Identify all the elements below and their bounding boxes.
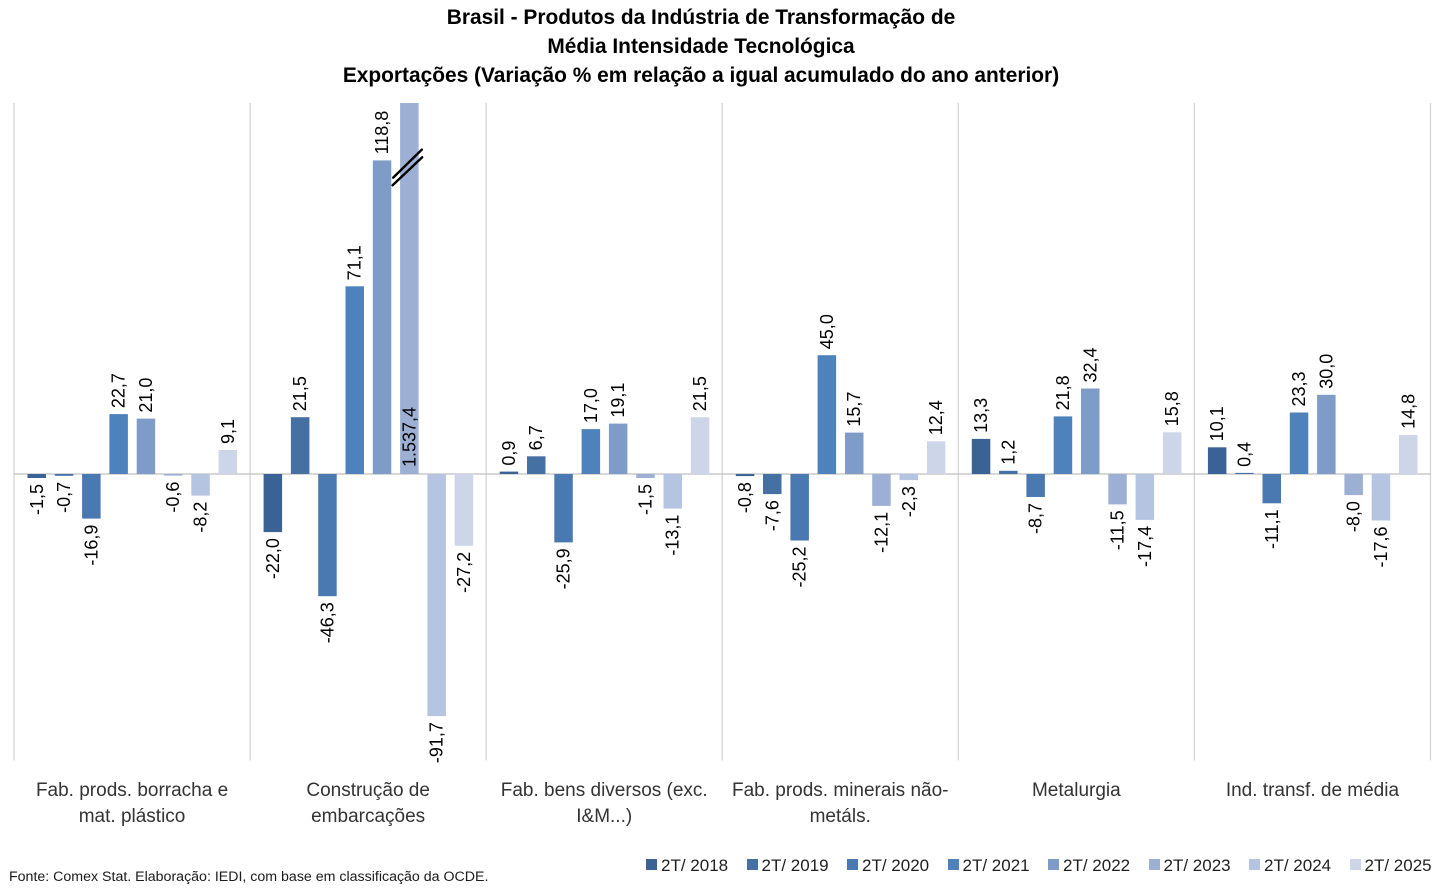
- svg-text:-25,9: -25,9: [554, 548, 574, 589]
- svg-text:118,8: 118,8: [372, 111, 392, 155]
- svg-text:-16,9: -16,9: [81, 525, 101, 566]
- svg-text:-0,6: -0,6: [163, 482, 183, 513]
- svg-text:19,1: 19,1: [608, 383, 628, 418]
- svg-text:21,5: 21,5: [690, 376, 710, 411]
- svg-text:23,3: 23,3: [1289, 371, 1309, 406]
- svg-text:-0,8: -0,8: [735, 482, 755, 513]
- svg-text:30,0: 30,0: [1316, 354, 1336, 389]
- svg-text:-2,3: -2,3: [899, 486, 919, 517]
- svg-text:-1,5: -1,5: [27, 484, 47, 515]
- svg-text:-8,2: -8,2: [191, 502, 211, 533]
- svg-text:32,4: 32,4: [1080, 347, 1100, 382]
- svg-text:15,7: 15,7: [844, 392, 864, 427]
- svg-text:10,1: 10,1: [1207, 406, 1227, 441]
- svg-text:45,0: 45,0: [817, 314, 837, 349]
- svg-text:-46,3: -46,3: [317, 602, 337, 643]
- svg-text:-13,1: -13,1: [663, 515, 683, 556]
- svg-text:-7,6: -7,6: [762, 500, 782, 531]
- svg-text:-12,1: -12,1: [872, 512, 892, 553]
- svg-text:0,4: 0,4: [1235, 442, 1255, 467]
- svg-text:14,8: 14,8: [1398, 394, 1418, 429]
- svg-text:1,2: 1,2: [998, 440, 1018, 465]
- svg-text:71,1: 71,1: [345, 245, 365, 280]
- svg-text:-8,0: -8,0: [1344, 501, 1364, 532]
- svg-text:0,9: 0,9: [499, 441, 519, 466]
- svg-text:12,4: 12,4: [926, 400, 946, 435]
- svg-text:-17,6: -17,6: [1371, 527, 1391, 568]
- svg-text:-1,5: -1,5: [635, 484, 655, 515]
- svg-text:13,3: 13,3: [971, 398, 991, 433]
- svg-text:-8,7: -8,7: [1026, 503, 1046, 534]
- svg-text:17,0: 17,0: [581, 388, 601, 423]
- svg-text:-27,2: -27,2: [454, 552, 474, 593]
- svg-text:1.537,4: 1.537,4: [399, 407, 419, 467]
- svg-text:9,1: 9,1: [218, 419, 238, 444]
- svg-text:6,7: 6,7: [526, 425, 546, 450]
- svg-text:15,8: 15,8: [1162, 391, 1182, 426]
- svg-text:21,5: 21,5: [290, 376, 310, 411]
- svg-text:-22,0: -22,0: [263, 538, 283, 579]
- svg-text:-11,1: -11,1: [1262, 509, 1282, 549]
- svg-text:-11,5: -11,5: [1108, 510, 1128, 550]
- svg-text:-25,2: -25,2: [790, 547, 810, 588]
- svg-text:-17,4: -17,4: [1135, 526, 1155, 567]
- svg-text:21,8: 21,8: [1053, 375, 1073, 410]
- svg-text:-0,7: -0,7: [54, 482, 74, 513]
- svg-text:21,0: 21,0: [136, 378, 156, 413]
- svg-text:22,7: 22,7: [109, 373, 129, 408]
- svg-text:-91,7: -91,7: [427, 722, 447, 763]
